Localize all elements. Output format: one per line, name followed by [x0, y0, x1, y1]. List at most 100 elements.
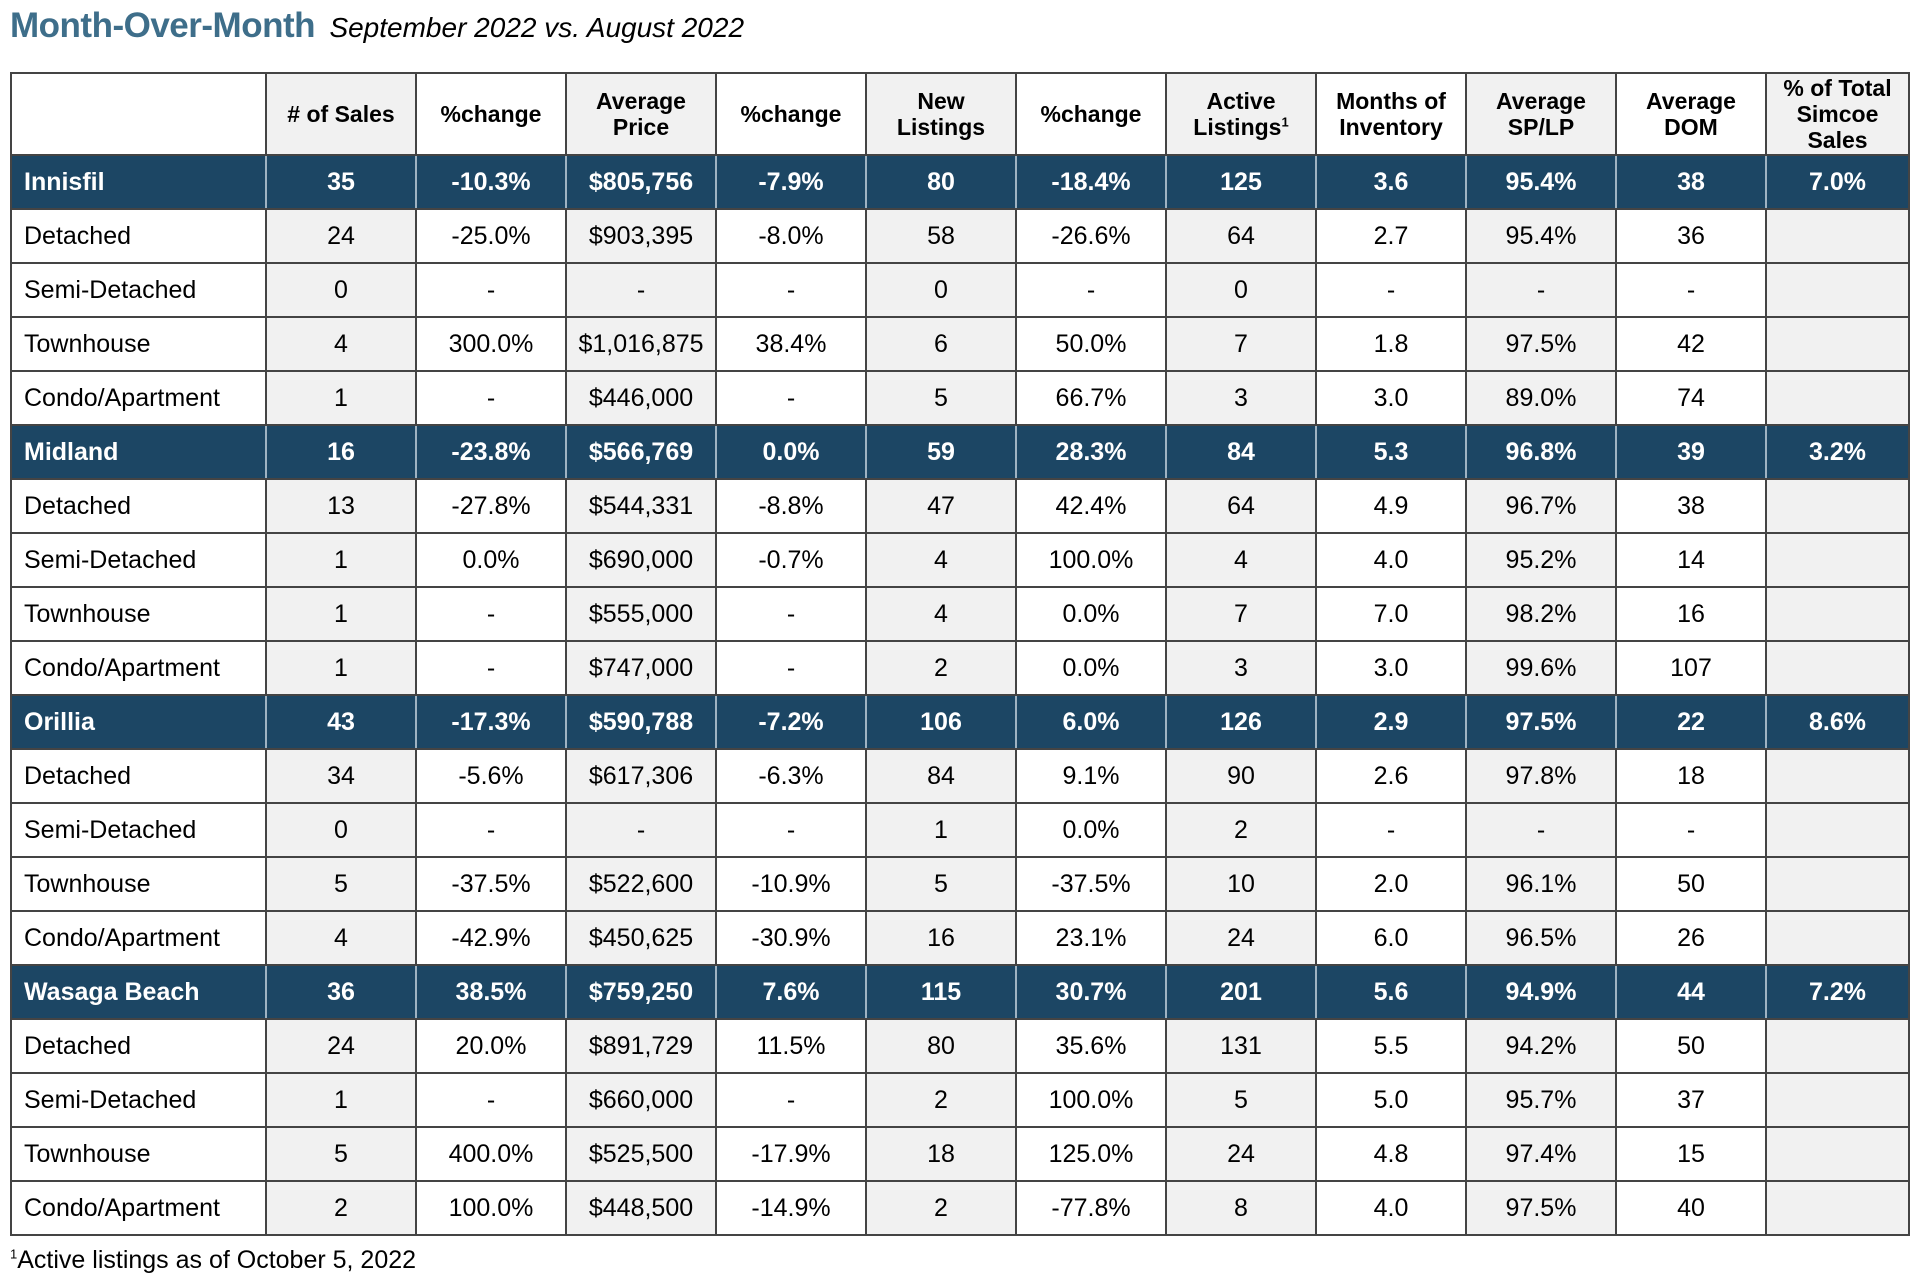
row-label: Orillia [10, 694, 267, 750]
row-label: Detached [10, 748, 267, 804]
table-cell: 38 [1615, 478, 1767, 534]
table-cell: -77.8% [1015, 1180, 1167, 1236]
table-cell: 5.0 [1315, 1072, 1467, 1128]
column-header-9: Average SP/LP [1465, 72, 1617, 156]
row-label: Wasaga Beach [10, 964, 267, 1020]
row-label: Townhouse [10, 586, 267, 642]
table-cell: 5 [865, 370, 1017, 426]
column-header-line: Average [1496, 88, 1586, 114]
table-cell: 2 [265, 1180, 417, 1236]
table-cell: - [1015, 262, 1167, 318]
table-cell: 1 [265, 1072, 417, 1128]
table-cell: 2 [1165, 802, 1317, 858]
table-cell: 97.5% [1465, 1180, 1617, 1236]
table-cell: 95.4% [1465, 208, 1617, 264]
row-label: Condo/Apartment [10, 640, 267, 696]
table-cell: 18 [865, 1126, 1017, 1182]
table-cell: 14 [1615, 532, 1767, 588]
table-cell: 4 [265, 910, 417, 966]
row-label: Semi-Detached [10, 532, 267, 588]
row-label: Condo/Apartment [10, 1180, 267, 1236]
table-cell: 50 [1615, 856, 1767, 912]
table-cell: -5.6% [415, 748, 567, 804]
table-cell: 10 [1165, 856, 1317, 912]
column-header-line: New [917, 88, 965, 114]
table-cell: - [415, 262, 567, 318]
table-cell: 2.6 [1315, 748, 1467, 804]
table-cell: 3 [1165, 370, 1317, 426]
column-header-line: % of Total [1783, 75, 1892, 101]
table-cell [1765, 802, 1910, 858]
table-row: Detached 13 -27.8% $544,331 -8.8% 47 42.4% 64 4.… [10, 478, 1910, 534]
table-cell: $759,250 [565, 964, 717, 1020]
column-header-line: Active [1206, 88, 1276, 114]
table-cell: 34 [265, 748, 417, 804]
table-cell: 94.9% [1465, 964, 1617, 1020]
table-cell: 125 [1165, 154, 1317, 210]
table-cell: 100.0% [1015, 532, 1167, 588]
column-header-1: # of Sales [265, 72, 417, 156]
table-cell: 96.7% [1465, 478, 1617, 534]
table-row: Townhouse 5 -37.5% $522,600 -10.9% 5 -37.5% 10 2… [10, 856, 1910, 912]
column-header-line: Price [612, 114, 670, 140]
table-cell: 115 [865, 964, 1017, 1020]
table-cell: 131 [1165, 1018, 1317, 1074]
table-cell: 3.0 [1315, 640, 1467, 696]
table-cell: 35.6% [1015, 1018, 1167, 1074]
column-header-line: %change [1040, 101, 1142, 127]
table-cell: 1 [865, 802, 1017, 858]
table-cell: -27.8% [415, 478, 567, 534]
table-cell: 95.4% [1465, 154, 1617, 210]
table-row: Condo/Apartment 1- $446,000-5 66.7% 3 3.0 89.0… [10, 370, 1910, 426]
row-label: Condo/Apartment [10, 370, 267, 426]
table-cell: 64 [1165, 478, 1317, 534]
table-cell: -10.9% [715, 856, 867, 912]
table-cell: -37.5% [1015, 856, 1167, 912]
table-cell: 96.8% [1465, 424, 1617, 480]
table-cell: $525,500 [565, 1126, 717, 1182]
table-cell: 4 [865, 532, 1017, 588]
table-cell: 2 [865, 1072, 1017, 1128]
table-cell: - [415, 640, 567, 696]
table-cell: 42.4% [1015, 478, 1167, 534]
table-cell: 15 [1615, 1126, 1767, 1182]
table-cell: $522,600 [565, 856, 717, 912]
table-cell: 4.9 [1315, 478, 1467, 534]
table-cell: $747,000 [565, 640, 717, 696]
table-cell: 107 [1615, 640, 1767, 696]
table-cell: 100.0% [415, 1180, 567, 1236]
table-cell: 5.5 [1315, 1018, 1467, 1074]
table-cell: 3 [1165, 640, 1317, 696]
footnote-marker: 1 [10, 1246, 18, 1262]
table-cell: 22 [1615, 694, 1767, 750]
table-cell: 1 [265, 370, 417, 426]
region-row: Orillia 43 -17.3% $590,788 -7.2% 106 6.0% 126 2.… [10, 694, 1910, 750]
table-cell: 24 [265, 208, 417, 264]
region-row: Wasaga Beach 36 38.5% $759,250 7.6% 115 30.7% 2… [10, 964, 1910, 1020]
column-header-line: Sales [1807, 127, 1868, 153]
table-cell: 0 [265, 262, 417, 318]
table-cell: - [1615, 262, 1767, 318]
table-cell: 42 [1615, 316, 1767, 372]
table-cell: -10.3% [415, 154, 567, 210]
column-header-7: Active Listings1 [1165, 72, 1317, 156]
table-cell: 11.5% [715, 1018, 867, 1074]
table-header-row: # of Sales %change Average Price %change New L… [10, 72, 1910, 156]
row-label: Condo/Apartment [10, 910, 267, 966]
table-cell: 106 [865, 694, 1017, 750]
table-cell [1765, 640, 1910, 696]
table-cell: 38 [1615, 154, 1767, 210]
table-cell: $448,500 [565, 1180, 717, 1236]
table-cell: 97.4% [1465, 1126, 1617, 1182]
table-row: Semi-Detached 1- $660,000-2 100.0% 5 5.0 95.7%… [10, 1072, 1910, 1128]
table-cell: -25.0% [415, 208, 567, 264]
table-cell: 20.0% [415, 1018, 567, 1074]
table-cell: $566,769 [565, 424, 717, 480]
region-row: Innisfil 35 -10.3% $805,756 -7.9% 80 -18.4% 125… [10, 154, 1910, 210]
table-cell: 40 [1615, 1180, 1767, 1236]
table-cell: 37 [1615, 1072, 1767, 1128]
table-cell: 8 [1165, 1180, 1317, 1236]
table-cell: 96.5% [1465, 910, 1617, 966]
table-cell: - [415, 586, 567, 642]
column-header-line: Listings [1193, 114, 1282, 140]
